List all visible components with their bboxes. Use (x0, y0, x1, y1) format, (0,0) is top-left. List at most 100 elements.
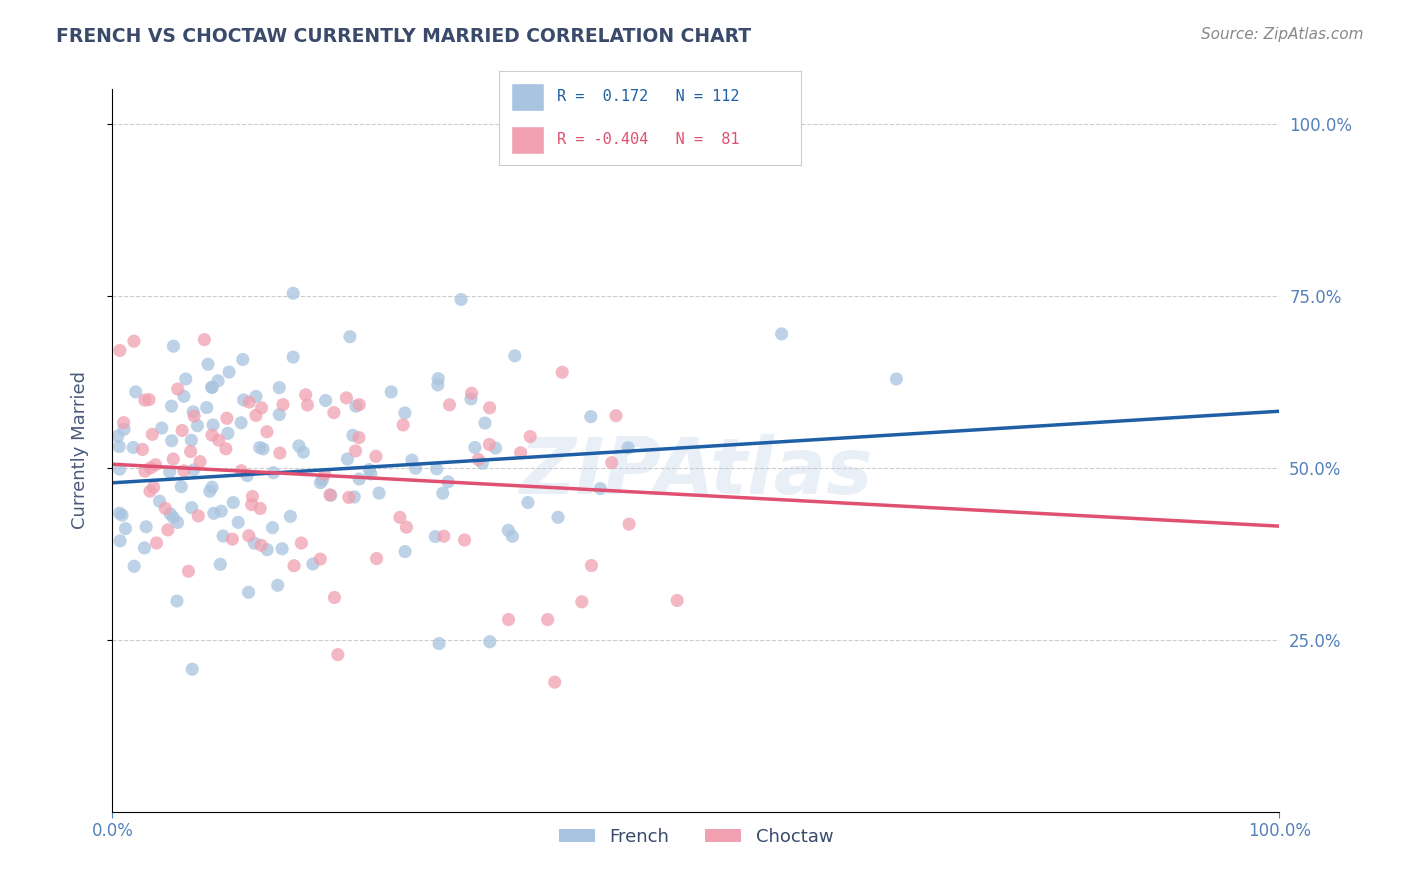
Point (617, 441, 640, 455)
Point (617, 517, 640, 532)
Point (112, 422, 135, 436)
Point (201, 380, 224, 394)
Point (547, 510, 569, 524)
Point (343, 490, 366, 504)
Point (537, 613, 560, 627)
Point (198, 484, 221, 499)
Point (172, 424, 194, 438)
Point (770, 326, 793, 341)
Point (283, 558, 305, 573)
Point (145, 458, 167, 472)
Point (240, 498, 263, 512)
Point (183, 409, 205, 423)
Point (180, 434, 202, 448)
Point (267, 578, 290, 592)
Point (131, 442, 153, 457)
Point (238, 395, 260, 409)
Point (245, 409, 267, 423)
Text: R = -0.404   N =  81: R = -0.404 N = 81 (557, 132, 740, 147)
Point (467, 452, 489, 467)
Point (256, 425, 278, 439)
Point (243, 536, 266, 550)
Point (519, 429, 541, 443)
Point (503, 349, 526, 363)
Point (231, 464, 253, 478)
Point (180, 500, 202, 515)
Point (262, 521, 284, 535)
Text: FRENCH VS CHOCTAW CURRENTLY MARRIED CORRELATION CHART: FRENCH VS CHOCTAW CURRENTLY MARRIED CORR… (56, 27, 751, 45)
Text: Source: ZipAtlas.com: Source: ZipAtlas.com (1201, 27, 1364, 42)
Point (148, 494, 170, 508)
Point (478, 437, 501, 451)
Point (360, 467, 382, 481)
Point (122, 441, 145, 455)
Point (471, 456, 494, 470)
Point (142, 480, 165, 494)
Point (162, 510, 184, 524)
Point (366, 551, 388, 566)
Point (437, 475, 460, 489)
Point (290, 536, 312, 550)
Point (139, 484, 162, 499)
Point (364, 450, 387, 464)
Point (337, 491, 360, 505)
Point (181, 662, 204, 676)
Point (173, 464, 195, 478)
Point (238, 529, 260, 543)
Point (464, 441, 486, 455)
Point (319, 488, 342, 502)
Point (347, 431, 370, 445)
Point (226, 516, 249, 530)
Point (209, 558, 232, 572)
Point (183, 463, 205, 477)
Point (207, 374, 229, 388)
Point (159, 507, 181, 521)
Point (141, 427, 163, 442)
Point (309, 475, 332, 490)
Point (484, 441, 506, 455)
Point (186, 418, 208, 433)
Point (344, 399, 367, 413)
Point (426, 462, 449, 476)
Point (111, 508, 134, 523)
Point (201, 428, 224, 442)
Point (509, 446, 531, 460)
Point (501, 529, 523, 543)
Point (122, 559, 145, 574)
Point (283, 350, 305, 364)
Point (108, 533, 131, 548)
Point (215, 442, 238, 456)
Point (474, 416, 496, 430)
Point (125, 384, 148, 399)
Point (162, 452, 184, 467)
Point (433, 529, 456, 543)
Point (551, 365, 574, 379)
Point (122, 334, 145, 348)
Point (450, 293, 472, 307)
Point (108, 462, 131, 476)
Point (134, 541, 156, 555)
Point (344, 444, 367, 458)
Point (322, 406, 344, 420)
Point (242, 490, 264, 504)
Point (271, 398, 294, 412)
Point (394, 544, 416, 558)
Point (359, 463, 381, 477)
Point (174, 372, 197, 386)
Point (498, 613, 520, 627)
Point (315, 393, 337, 408)
Point (311, 473, 333, 487)
Point (571, 595, 593, 609)
Point (139, 461, 162, 475)
Point (432, 486, 454, 500)
Point (245, 389, 267, 403)
Point (195, 401, 218, 415)
Text: ZIPAtlas: ZIPAtlas (519, 434, 873, 510)
Point (177, 564, 200, 578)
Point (160, 399, 183, 413)
Point (666, 593, 689, 607)
Point (193, 333, 215, 347)
Point (166, 382, 188, 396)
Point (392, 417, 415, 432)
Point (439, 398, 461, 412)
